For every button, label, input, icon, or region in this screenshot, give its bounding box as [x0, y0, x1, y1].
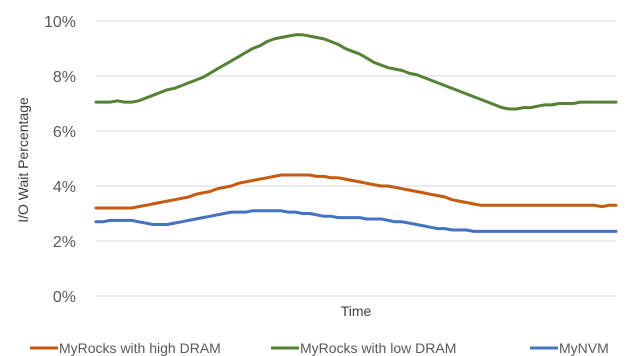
legend-label-0: MyRocks with high DRAM: [59, 340, 221, 356]
y-tick-label: 8%: [53, 69, 76, 86]
y-tick-label: 10%: [44, 14, 76, 31]
y-axis-tick-labels: 0% 2% 4% 6% 8% 10%: [44, 14, 76, 306]
y-tick-label: 6%: [53, 124, 76, 141]
y-axis-title: I/O Wait Percentage: [15, 97, 31, 223]
series-line-1: [94, 33, 618, 111]
legend-label-1: MyRocks with low DRAM: [300, 340, 456, 356]
y-tick-label: 2%: [53, 234, 76, 251]
legend-label-2: MyNVM: [559, 340, 609, 356]
y-tick-label: 0%: [53, 289, 76, 306]
gridlines: [96, 20, 616, 297]
series-lines: [94, 33, 618, 233]
series-line-2: [94, 209, 618, 233]
series-line-0: [94, 173, 618, 210]
y-tick-label: 4%: [53, 179, 76, 196]
legend: MyRocks with high DRAM MyRocks with low D…: [30, 340, 609, 356]
x-axis-title: Time: [341, 303, 372, 319]
